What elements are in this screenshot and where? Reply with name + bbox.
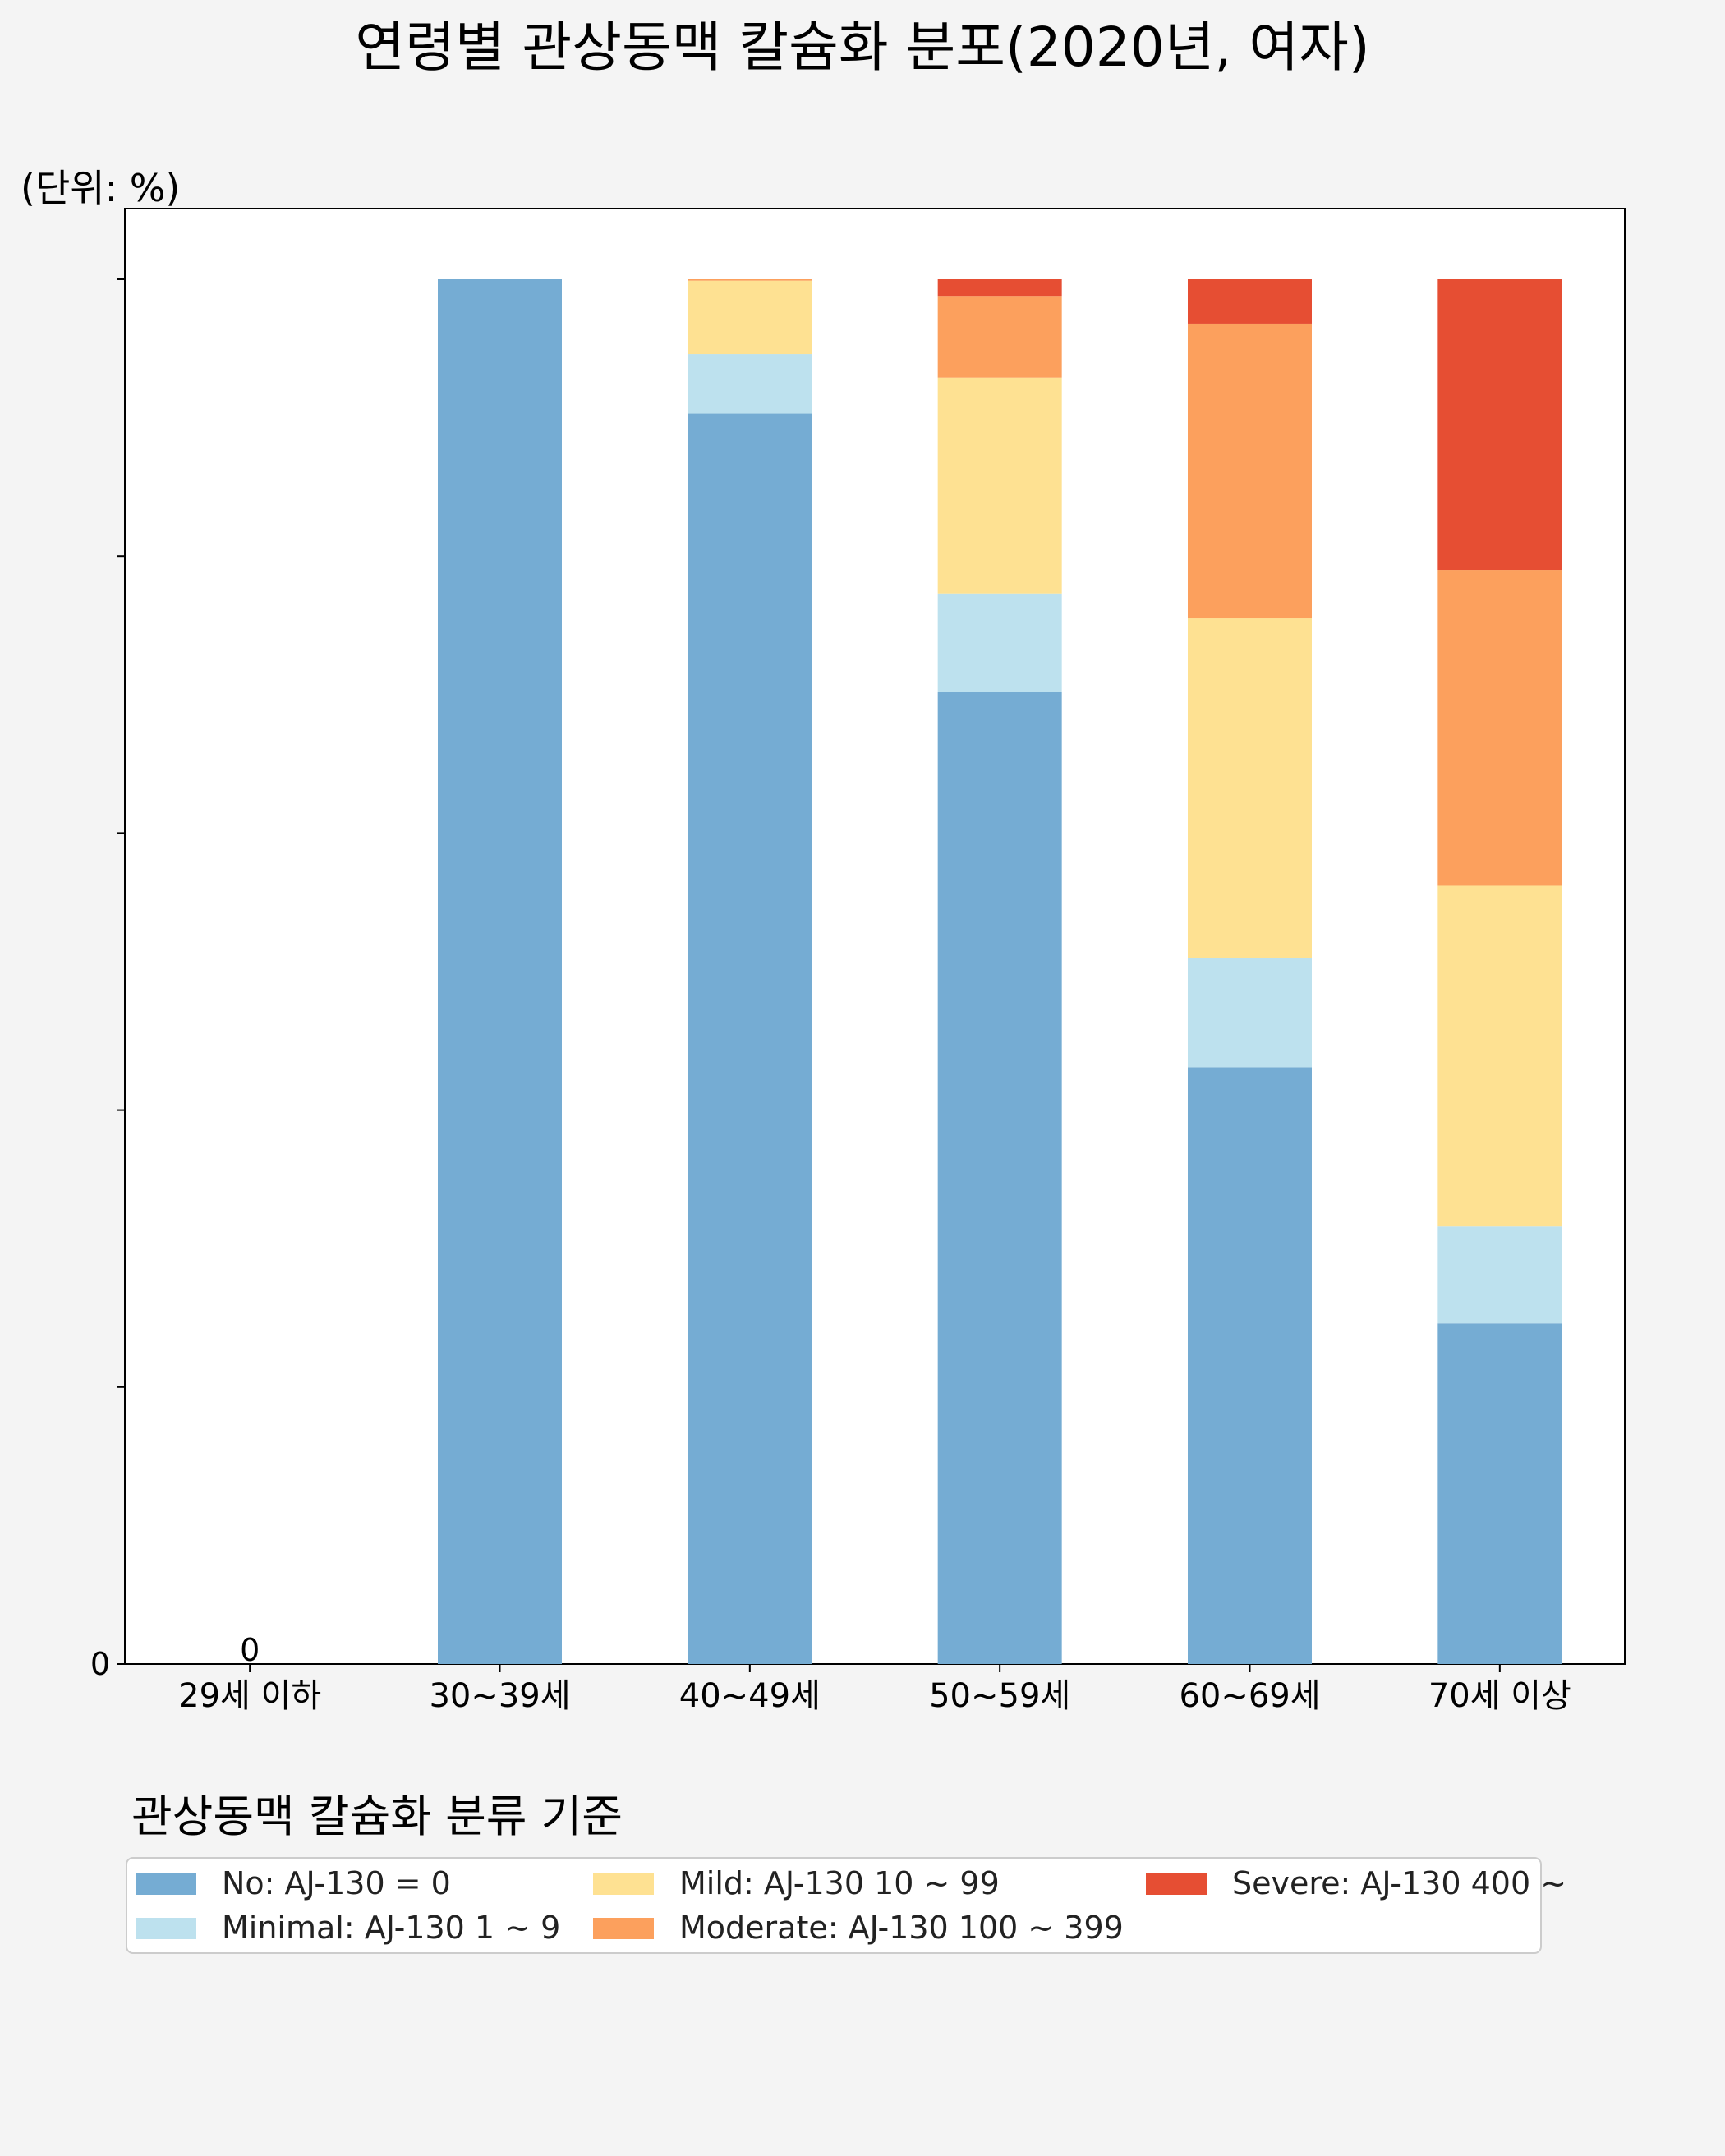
legend-entry: Mild: AJ-130 10 ~ 99 — [679, 1865, 1000, 1901]
legend-title: 관상동맥 칼슘화 분류 기준 — [131, 1791, 623, 1842]
x-tick-label: 29세 이하 — [178, 1677, 321, 1715]
legend-swatch — [1146, 1873, 1207, 1895]
y-tick-label: 0 — [90, 1646, 110, 1682]
x-tick-label: 60~69세 — [1179, 1677, 1320, 1715]
x-tick-label: 30~39세 — [429, 1677, 570, 1715]
bar-segment-1-0 — [438, 279, 562, 1664]
plot-area — [124, 208, 1626, 1665]
bar-segment-2-3 — [688, 279, 812, 281]
x-axis: 29세 이하 30~39세 40~49세 50~59세 60~69세 70세 이상 — [178, 1664, 1571, 1715]
bars — [438, 279, 1562, 1664]
bar-segment-5-2 — [1438, 885, 1562, 1227]
bar-segment-5-3 — [1438, 570, 1562, 886]
bar-segment-5-0 — [1438, 1323, 1562, 1664]
legend-swatch — [136, 1873, 196, 1895]
bar-segment-3-1 — [937, 593, 1062, 692]
legend-entry: Severe: AJ-130 400 ~ — [1232, 1865, 1566, 1901]
legend-swatch — [593, 1873, 654, 1895]
legend-swatch — [136, 1918, 196, 1939]
bar-segment-3-4 — [937, 279, 1062, 297]
legend-entry: Minimal: AJ-130 1 ~ 9 — [222, 1910, 560, 1946]
legend-entry: No: AJ-130 = 0 — [222, 1865, 451, 1901]
bar-segment-4-4 — [1188, 279, 1312, 324]
legend: No: AJ-130 = 0 Minimal: AJ-130 1 ~ 9 Mild:… — [126, 1857, 1566, 1954]
bar-segment-5-4 — [1438, 279, 1562, 571]
bar-segment-2-0 — [688, 413, 812, 1664]
bar-segment-4-1 — [1188, 958, 1312, 1068]
bar-segment-2-1 — [688, 354, 812, 414]
bar-segment-4-2 — [1188, 618, 1312, 958]
bar-segment-3-2 — [937, 377, 1062, 594]
zero-bar-label: 0 — [240, 1632, 260, 1668]
bar-segment-2-2 — [688, 280, 812, 355]
bar-segment-3-3 — [937, 296, 1062, 378]
x-tick-label: 50~59세 — [929, 1677, 1070, 1715]
x-tick-label: 40~49세 — [679, 1677, 821, 1715]
bar-segment-5-1 — [1438, 1226, 1562, 1324]
bar-segment-4-3 — [1188, 323, 1312, 619]
bar-segment-3-0 — [937, 692, 1062, 1664]
bar-segment-4-0 — [1188, 1067, 1312, 1664]
legend-swatch — [593, 1918, 654, 1939]
chart-title: 연령별 관상동맥 칼슘화 분포(2020년, 여자) — [355, 16, 1369, 79]
unit-label: (단위: %) — [21, 166, 180, 210]
legend-entry: Moderate: AJ-130 100 ~ 399 — [679, 1910, 1124, 1946]
x-tick-label: 70세 이상 — [1428, 1677, 1571, 1715]
y-axis: 0 — [90, 278, 125, 1682]
